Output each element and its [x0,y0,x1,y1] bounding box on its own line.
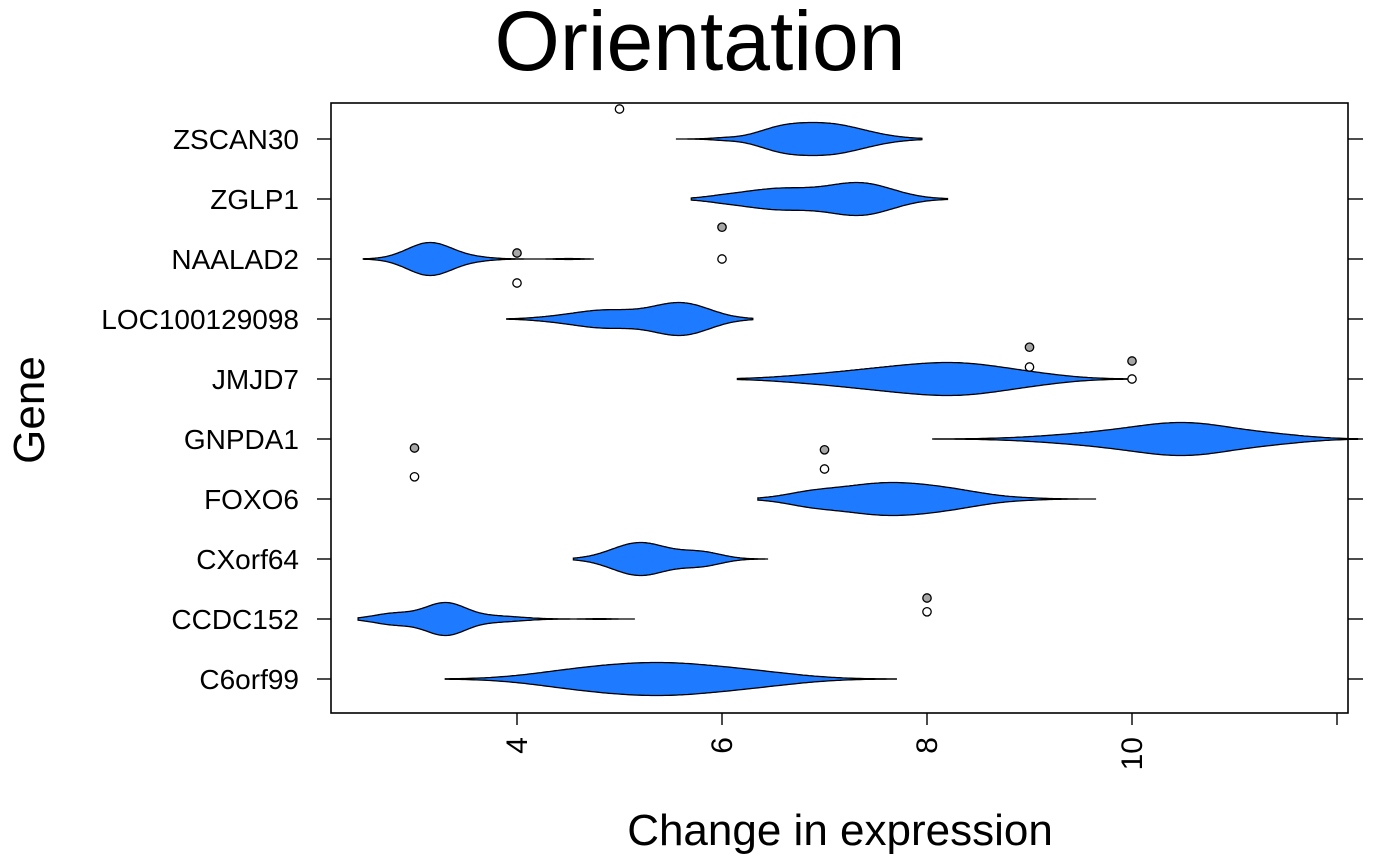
outlier-point [409,443,420,453]
x-tick-label: 10 [1116,737,1149,770]
violin-shape [675,121,923,157]
outlier-point [922,606,932,617]
outlier-point [1024,362,1035,372]
violin-shape [736,361,1128,397]
gene-label: CXorf64 [196,544,299,575]
outlier-point [614,104,625,114]
gene-label: FOXO6 [204,484,299,515]
violin-shape [690,181,949,217]
outlier-point [717,222,727,233]
violin-shape [932,421,1359,457]
violin-shape [362,241,594,277]
outlier-point [1127,356,1137,366]
outlier-point [512,278,522,288]
gene-label: C6orf99 [199,664,299,695]
x-tick-label: 8 [911,737,944,754]
outlier-point [717,254,727,264]
gene-label: ZGLP1 [210,184,299,215]
gene-label: JMJD7 [212,364,299,395]
plot-area: 4 6 8 10 ZSCAN30 ZGLP1 NAALAD2 LOC100129098 JMJD… [101,102,1363,770]
violin-shape [572,541,769,577]
outlier-point [922,593,932,603]
x-tick-label: 6 [706,737,739,754]
violin-shape [757,481,1097,517]
x-tick-label: 4 [501,737,534,754]
outlier-point [1024,342,1035,353]
x-axis-label: Change in expression [627,806,1053,855]
y-axis-label: Gene [5,356,54,464]
outlier-point [819,444,830,455]
outlier-point [819,464,830,474]
plot-border [330,102,1349,714]
outlier-point [409,471,420,482]
gene-label: NAALAD2 [171,244,299,275]
gene-label: CCDC152 [171,604,299,635]
violin-shape [357,601,635,637]
gene-label: ZSCAN30 [173,124,299,155]
violin-shape [506,301,754,337]
outlier-point [512,248,522,258]
chart-title: Orientation [495,0,906,88]
outlier-point [1127,374,1137,384]
gene-label: LOC100129098 [101,304,299,335]
violin-shape [444,661,897,697]
gene-label: GNPDA1 [184,424,299,455]
